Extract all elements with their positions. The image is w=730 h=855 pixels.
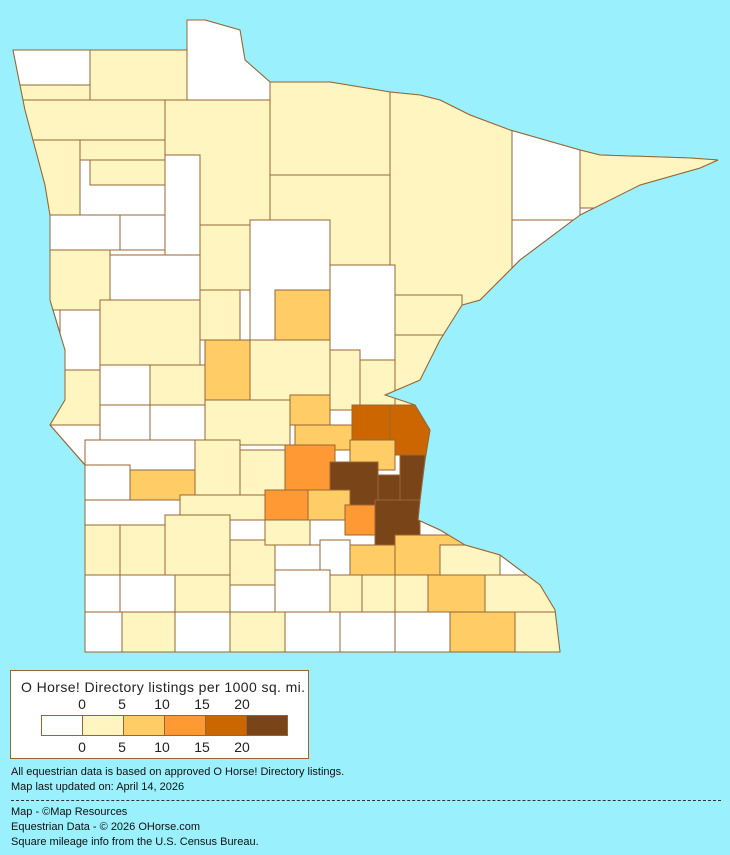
data-credit: Equestrian Data - © 2026 OHorse.com [11, 821, 201, 833]
county [19, 139, 81, 216]
county [49, 214, 121, 251]
county [427, 574, 486, 616]
county [349, 544, 396, 576]
county [274, 569, 331, 613]
county [229, 539, 276, 586]
county [239, 449, 286, 496]
county [79, 139, 166, 161]
county [119, 524, 166, 576]
legend-color-scale [41, 715, 288, 736]
county [19, 84, 91, 101]
county [361, 574, 396, 613]
county [99, 404, 151, 441]
county [229, 584, 276, 613]
county [339, 611, 396, 652]
county [344, 504, 376, 536]
legend-tick: 10 [154, 696, 170, 712]
county [84, 574, 121, 613]
county [249, 339, 331, 401]
county [199, 289, 241, 341]
county [99, 364, 151, 406]
legend-tick: 0 [78, 696, 86, 712]
county [439, 544, 501, 576]
county [264, 489, 309, 521]
legend-title: O Horse! Directory listings per 1000 sq.… [21, 679, 306, 695]
county [329, 349, 361, 411]
legend: O Horse! Directory listings per 1000 sq.… [10, 670, 309, 759]
legend-tick: 0 [78, 739, 86, 755]
county [359, 359, 396, 406]
legend-swatch [246, 716, 287, 735]
county [19, 99, 166, 141]
county [44, 369, 101, 426]
county [289, 394, 331, 426]
county [84, 611, 123, 652]
county [119, 574, 176, 613]
county [204, 339, 251, 401]
county [84, 524, 121, 576]
county [13, 49, 91, 86]
county [59, 309, 101, 371]
county [269, 81, 391, 176]
county [121, 611, 176, 652]
legend-tick: 10 [154, 739, 170, 755]
county [204, 399, 291, 446]
divider [11, 800, 721, 801]
county [514, 611, 561, 652]
county [99, 299, 201, 366]
data-basis-note: All equestrian data is based on approved… [11, 766, 345, 778]
legend-swatch [82, 716, 123, 735]
legend-swatch [42, 716, 82, 735]
county [264, 519, 311, 546]
county [351, 404, 391, 441]
county [389, 404, 431, 456]
legend-tick: 15 [194, 739, 210, 755]
county [307, 489, 351, 521]
legend-tick: 5 [118, 696, 126, 712]
county [284, 444, 336, 491]
legend-tick: 20 [234, 696, 250, 712]
county [394, 611, 451, 652]
county [394, 294, 463, 336]
county [377, 474, 401, 501]
county [511, 127, 581, 221]
county [164, 154, 201, 256]
county [284, 611, 341, 652]
county [174, 611, 231, 652]
county [174, 574, 231, 613]
legend-tick: 20 [234, 739, 250, 755]
county [89, 49, 188, 101]
legend-swatch [205, 716, 246, 735]
county [119, 214, 166, 251]
legend-swatch [123, 716, 164, 735]
county [394, 334, 463, 406]
county [449, 611, 516, 652]
county [149, 364, 206, 406]
county [84, 464, 131, 506]
county [394, 574, 429, 613]
census-credit: Square mileage info from the U.S. Census… [11, 836, 259, 848]
legend-swatch [164, 716, 205, 735]
county [109, 254, 201, 301]
county [319, 539, 351, 576]
map-credit: Map - ©Map Resources [11, 806, 128, 818]
county [329, 264, 396, 361]
county [149, 404, 206, 441]
legend-tick: 5 [118, 739, 126, 755]
county [329, 574, 363, 613]
county [229, 611, 286, 652]
legend-tick: 15 [194, 696, 210, 712]
county [89, 159, 166, 186]
county [84, 499, 181, 526]
minnesota-county-map [12, 19, 719, 653]
county [194, 439, 241, 496]
county [199, 224, 251, 291]
county [164, 514, 231, 576]
county [484, 574, 561, 616]
updated-note: Map last updated on: April 14, 2026 [11, 781, 185, 793]
